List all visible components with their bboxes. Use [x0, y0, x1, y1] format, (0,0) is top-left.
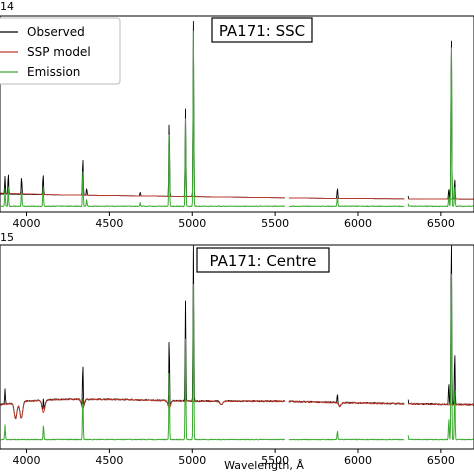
panel-ssc-frame: [0, 15, 474, 213]
panel-0-xtick-label: 4000: [13, 217, 41, 230]
panel-1-xtick-label: 5000: [178, 454, 206, 467]
panel-ssc-xticks: 4000 4500 5000 5500 6000 6500: [13, 212, 455, 230]
panel-centre-xticks: 4000 4500 5000 5500 6000 6500: [13, 449, 455, 467]
panel-centre-series: [0, 245, 474, 441]
panel-centre-title: PA171: Centre: [210, 252, 317, 270]
x-axis-label: Wavelength, Å: [224, 459, 304, 472]
panel-0-xtick-label: 5000: [178, 217, 206, 230]
panel-1-xtick-label: 5500: [261, 454, 289, 467]
panel-0-xtick-label: 6500: [427, 217, 455, 230]
panel-0-xtick-label: 6000: [344, 217, 372, 230]
legend: Observed SSP model Emission: [0, 17, 121, 85]
panel-centre-frame: [0, 244, 474, 450]
panel-ssc: 14 4000 4500 5000 5500 6000 6500 PA171: SSC O…: [0, 0, 474, 230]
panel-ssc-title-box: [211, 17, 313, 43]
panel-ssc-series: [0, 20, 474, 208]
panel-centre-title-box: [196, 247, 330, 273]
panel-1-series-emission: [0, 273, 474, 441]
panel-centre-exponent: 15: [0, 231, 14, 244]
panel-0-xtick-label: 5500: [261, 217, 289, 230]
legend-label-ssp: SSP model: [27, 45, 91, 59]
panel-1-xtick-label: 6000: [344, 454, 372, 467]
panel-1-series-ssp: [0, 398, 474, 420]
panel-ssc-title: PA171: SSC: [219, 22, 305, 40]
panel-ssc-exponent: 14: [0, 0, 14, 13]
panel-0-series-emission: [0, 30, 474, 208]
panel-1-xtick-label: 4500: [95, 454, 123, 467]
legend-label-emission: Emission: [27, 65, 80, 79]
panel-0-xtick-label: 4500: [95, 217, 123, 230]
legend-label-observed: Observed: [27, 25, 85, 39]
panel-centre: 15 4000 4500 5000 5500 6000 6500 PA171: Centr…: [0, 231, 474, 472]
panel-1-xtick-label: 6500: [427, 454, 455, 467]
panel-0-series-ssp: [0, 192, 474, 200]
panel-1-xtick-label: 4000: [13, 454, 41, 467]
legend-box: [0, 17, 121, 85]
